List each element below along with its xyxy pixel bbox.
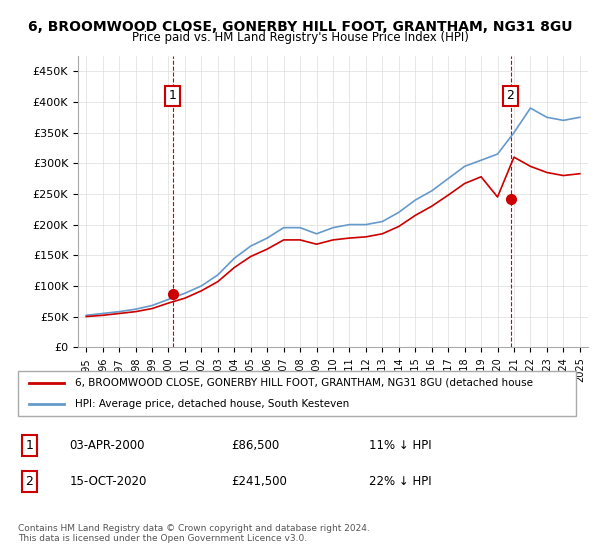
Text: 22% ↓ HPI: 22% ↓ HPI [369, 475, 432, 488]
Text: 15-OCT-2020: 15-OCT-2020 [70, 475, 147, 488]
Text: Contains HM Land Registry data © Crown copyright and database right 2024.
This d: Contains HM Land Registry data © Crown c… [18, 524, 370, 543]
FancyBboxPatch shape [18, 371, 577, 416]
Text: 2: 2 [506, 90, 514, 102]
Text: Price paid vs. HM Land Registry's House Price Index (HPI): Price paid vs. HM Land Registry's House … [131, 31, 469, 44]
Text: 03-APR-2000: 03-APR-2000 [70, 439, 145, 452]
Text: HPI: Average price, detached house, South Kesteven: HPI: Average price, detached house, Sout… [76, 399, 350, 409]
Text: 1: 1 [25, 439, 33, 452]
Text: 1: 1 [169, 90, 176, 102]
Text: 6, BROOMWOOD CLOSE, GONERBY HILL FOOT, GRANTHAM, NG31 8GU: 6, BROOMWOOD CLOSE, GONERBY HILL FOOT, G… [28, 20, 572, 34]
Text: 6, BROOMWOOD CLOSE, GONERBY HILL FOOT, GRANTHAM, NG31 8GU (detached house: 6, BROOMWOOD CLOSE, GONERBY HILL FOOT, G… [76, 378, 533, 388]
Text: 2: 2 [25, 475, 33, 488]
Text: £241,500: £241,500 [231, 475, 287, 488]
Text: £86,500: £86,500 [231, 439, 279, 452]
Text: 11% ↓ HPI: 11% ↓ HPI [369, 439, 432, 452]
